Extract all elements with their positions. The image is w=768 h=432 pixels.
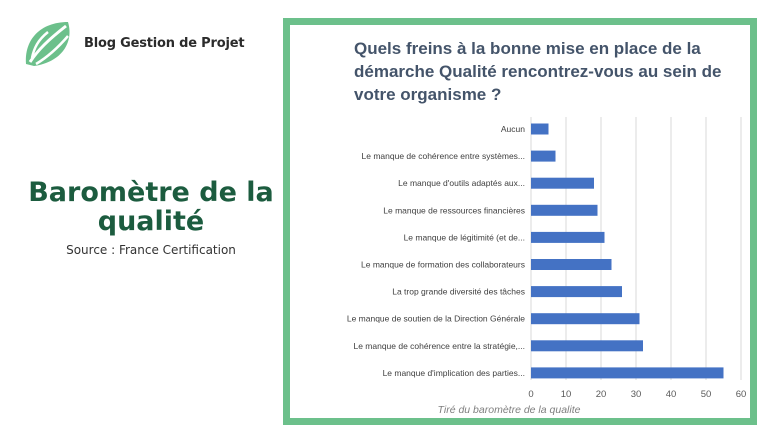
x-tick-label: 60 [736, 389, 747, 400]
x-tick-label: 10 [561, 389, 572, 400]
x-tick-label: 40 [666, 389, 677, 400]
category-label: Le manque de cohérence entre la stratégi… [353, 341, 525, 351]
bar [531, 123, 549, 135]
bar [531, 150, 556, 162]
source-text: Source : France Certification [66, 243, 236, 257]
brand-logo[interactable]: Blog Gestion de Projet [22, 18, 245, 68]
category-label: Le manque d'outils adaptés aux... [398, 178, 525, 188]
category-label: Le manque de formation des collaborateur… [361, 260, 525, 270]
category-label: Le manque d'implication des parties... [383, 368, 525, 378]
x-tick-label: 20 [596, 389, 607, 400]
bar [531, 177, 594, 189]
chart-caption: Tiré du baromètre de la qualite [438, 404, 581, 416]
bar [531, 367, 724, 379]
category-label: Le manque de cohérence entre systèmes... [362, 151, 525, 161]
bar [531, 286, 622, 298]
category-label: Le manque de légitimité (et de... [404, 232, 525, 242]
page-title: Baromètre de la qualité [28, 177, 274, 237]
leaf-logo-icon [25, 22, 70, 66]
chart-title: Quels freins à la bonne mise en place de… [354, 39, 722, 104]
x-tick-label: 30 [631, 389, 642, 400]
category-label: Le manque de soutien de la Direction Gén… [347, 314, 525, 324]
bar [531, 259, 612, 270]
chart-panel: Quels freins à la bonne mise en place de… [283, 18, 757, 425]
brand-name: Blog Gestion de Projet [84, 35, 245, 51]
bar [531, 340, 643, 352]
bar [531, 231, 605, 243]
bar-chart: 0 10 20 30 40 50 60 Aucun Le manque de cohérence… [347, 117, 747, 416]
category-label: La trop grande diversité des tâches [392, 287, 525, 297]
bar [531, 313, 640, 325]
x-tick-label: 0 [528, 389, 533, 400]
category-label: Le manque de ressources financières [383, 205, 525, 215]
bar [531, 204, 598, 216]
x-tick-label: 50 [701, 389, 712, 400]
category-label: Aucun [501, 124, 525, 134]
